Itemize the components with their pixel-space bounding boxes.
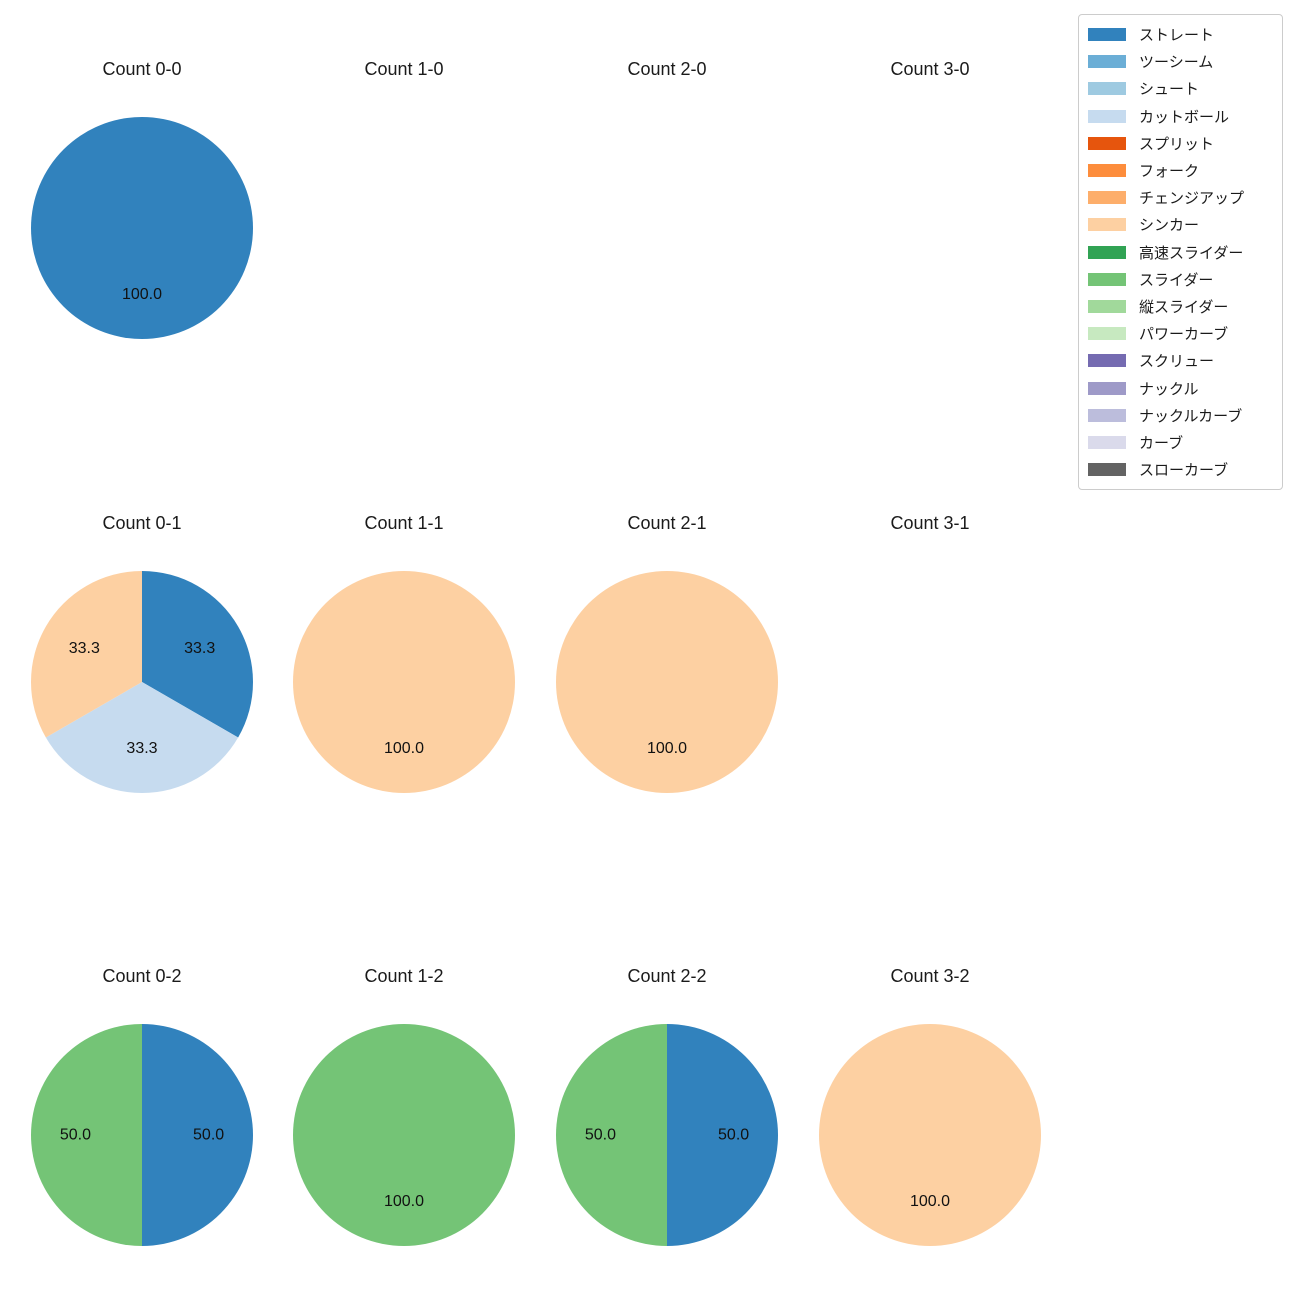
pie-slice xyxy=(142,1024,253,1246)
legend-item: ストレート xyxy=(1088,21,1276,48)
pie-count-1-1: 100.0 xyxy=(293,571,515,793)
legend-color-swatch-icon xyxy=(1088,28,1126,42)
legend-color-swatch-icon xyxy=(1088,327,1126,341)
legend-label: スプリット xyxy=(1139,135,1215,153)
legend-item: スクリュー xyxy=(1088,347,1276,374)
pie-slice-percentage: 50.0 xyxy=(60,1127,91,1144)
legend-color-swatch-icon xyxy=(1088,354,1126,368)
pie-title-count-0-0: Count 0-0 xyxy=(102,59,182,79)
legend-label: スローカーブ xyxy=(1139,462,1229,480)
legend-color-swatch-icon xyxy=(1088,299,1126,313)
legend-label: チェンジアップ xyxy=(1139,190,1245,208)
pie-slice xyxy=(30,571,143,738)
legend: ストレートツーシームシュートカットボール スプリットフォークチェンジアップ シンカー… xyxy=(1078,14,1283,491)
legend-item: パワーカーブ xyxy=(1088,320,1276,347)
pie-title-count-0-1: Count 0-1 xyxy=(102,513,182,533)
pie-slice xyxy=(819,1024,1041,1246)
pie-slice xyxy=(556,1024,667,1246)
legend-item: ナックルカーブ xyxy=(1088,402,1276,429)
legend-color-swatch-icon xyxy=(1088,435,1126,449)
legend-color-swatch-icon xyxy=(1088,272,1126,286)
legend-item: カットボール xyxy=(1088,103,1276,130)
pie-count-0-2: 50.0 50.0 xyxy=(31,1024,253,1246)
pie-slice xyxy=(142,571,254,738)
pie-count-2-1: 100.0 xyxy=(556,571,778,793)
legend-color-swatch-icon xyxy=(1088,164,1126,178)
pie-count-0-0: 100.0 xyxy=(31,117,253,339)
pie-title-count-3-1: Count 3-1 xyxy=(890,513,970,533)
pie-title-count-1-1: Count 1-1 xyxy=(364,513,444,533)
legend-item: 縦スライダー xyxy=(1088,293,1276,320)
legend-item: シンカー xyxy=(1088,211,1276,238)
legend-color-swatch-icon xyxy=(1088,136,1126,150)
legend-item: ナックル xyxy=(1088,374,1276,401)
legend-color-swatch-icon xyxy=(1088,381,1126,395)
pie-slice-percentage: 100.0 xyxy=(384,1193,424,1210)
pie-slice xyxy=(45,682,239,794)
pie-title-count-3-0: Count 3-0 xyxy=(890,59,970,79)
pie-slice xyxy=(31,117,253,339)
pie-slice-percentage: 100.0 xyxy=(647,740,687,757)
legend-label: シュート xyxy=(1139,81,1200,99)
pie-title-count-3-2: Count 3-2 xyxy=(890,966,970,986)
legend-item: スローカーブ xyxy=(1088,456,1276,483)
pie-count-3-2: 100.0 xyxy=(819,1024,1041,1246)
legend-label: スライダー xyxy=(1139,271,1214,289)
pie-slice-percentage: 100.0 xyxy=(384,740,424,757)
pie-slice xyxy=(556,571,778,793)
legend-color-swatch-icon xyxy=(1088,55,1126,69)
legend-label: ナックル xyxy=(1139,380,1199,398)
legend-label: スクリュー xyxy=(1139,353,1215,371)
legend-label: ナックルカーブ xyxy=(1139,407,1243,425)
pie-title-count-2-0: Count 2-0 xyxy=(627,59,707,79)
legend-item: フォーク xyxy=(1088,157,1276,184)
legend-label: ツーシーム xyxy=(1139,54,1214,72)
pie-count-2-2: 50.0 50.0 xyxy=(556,1024,778,1246)
legend-label: フォーク xyxy=(1139,163,1200,181)
legend-label: シンカー xyxy=(1139,217,1200,235)
pie-slice-percentage: 33.3 xyxy=(184,640,215,657)
pie-count-0-1: 33.3 33.3 33.3 xyxy=(30,571,254,794)
pie-slice-percentage: 50.0 xyxy=(585,1127,616,1144)
legend-item: カーブ xyxy=(1088,429,1276,456)
legend-label: カットボール xyxy=(1139,108,1230,126)
legend-label: 高速スライダー xyxy=(1139,244,1244,262)
legend-color-swatch-icon xyxy=(1088,218,1126,232)
legend-color-swatch-icon xyxy=(1088,82,1126,96)
legend-color-swatch-icon xyxy=(1088,191,1126,205)
legend-item: スライダー xyxy=(1088,266,1276,293)
legend-item: ツーシーム xyxy=(1088,48,1276,75)
pie-title-count-1-0: Count 1-0 xyxy=(364,59,444,79)
pie-title-count-2-2: Count 2-2 xyxy=(627,966,707,986)
legend-item: スプリット xyxy=(1088,130,1276,157)
legend-color-swatch-icon xyxy=(1088,109,1126,123)
pie-slice-percentage: 50.0 xyxy=(718,1127,749,1144)
legend-item: 高速スライダー xyxy=(1088,239,1276,266)
pie-title-count-0-2: Count 0-2 xyxy=(102,966,182,986)
pie-slice-percentage: 100.0 xyxy=(910,1193,950,1210)
pie-slice-percentage: 100.0 xyxy=(122,286,162,303)
legend-label: ストレート xyxy=(1139,27,1215,45)
legend-label: 縦スライダー xyxy=(1139,298,1229,316)
legend-label: カーブ xyxy=(1139,434,1184,452)
pie-title-count-1-2: Count 1-2 xyxy=(364,966,444,986)
legend-item: チェンジアップ xyxy=(1088,184,1276,211)
legend-color-swatch-icon xyxy=(1088,463,1126,477)
pie-slice xyxy=(667,1024,778,1246)
pie-slice xyxy=(293,1024,515,1246)
pie-slice xyxy=(31,1024,142,1246)
pie-slice-percentage: 33.3 xyxy=(69,640,100,657)
pie-slice xyxy=(293,571,515,793)
pie-slice-percentage: 50.0 xyxy=(193,1127,224,1144)
legend-label: パワーカーブ xyxy=(1139,326,1229,344)
pie-title-count-2-1: Count 2-1 xyxy=(627,513,707,533)
pie-slice-percentage: 33.3 xyxy=(126,740,157,757)
legend-item: シュート xyxy=(1088,75,1276,102)
pie-count-1-2: 100.0 xyxy=(293,1024,515,1246)
legend-color-swatch-icon xyxy=(1088,408,1126,422)
legend-color-swatch-icon xyxy=(1088,245,1126,259)
